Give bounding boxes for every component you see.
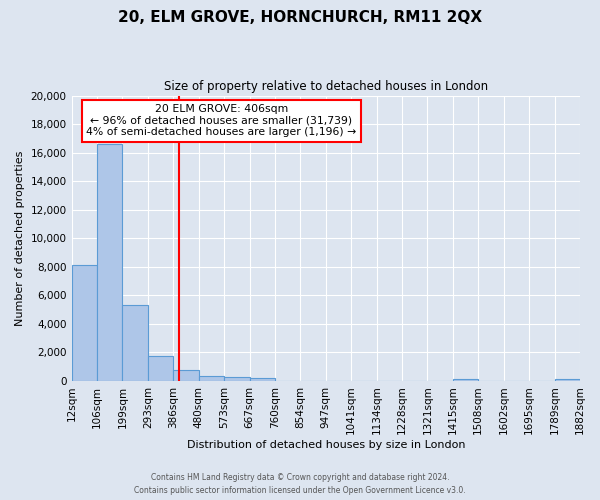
Text: 20 ELM GROVE: 406sqm
← 96% of detached houses are smaller (31,739)
4% of semi-de: 20 ELM GROVE: 406sqm ← 96% of detached h… [86,104,356,138]
Y-axis label: Number of detached properties: Number of detached properties [15,150,25,326]
Bar [97,144,122,381]
Bar [554,378,580,381]
X-axis label: Distribution of detached houses by size in London: Distribution of detached houses by size … [187,440,465,450]
Bar [173,370,199,381]
Bar [122,305,148,381]
Text: Contains HM Land Registry data © Crown copyright and database right 2024.
Contai: Contains HM Land Registry data © Crown c… [134,474,466,495]
Bar [250,378,275,381]
Bar [71,266,97,381]
Bar [224,378,250,381]
Bar [199,376,224,381]
Text: 20, ELM GROVE, HORNCHURCH, RM11 2QX: 20, ELM GROVE, HORNCHURCH, RM11 2QX [118,10,482,25]
Title: Size of property relative to detached houses in London: Size of property relative to detached ho… [164,80,488,93]
Bar [453,378,478,381]
Bar [148,356,173,381]
